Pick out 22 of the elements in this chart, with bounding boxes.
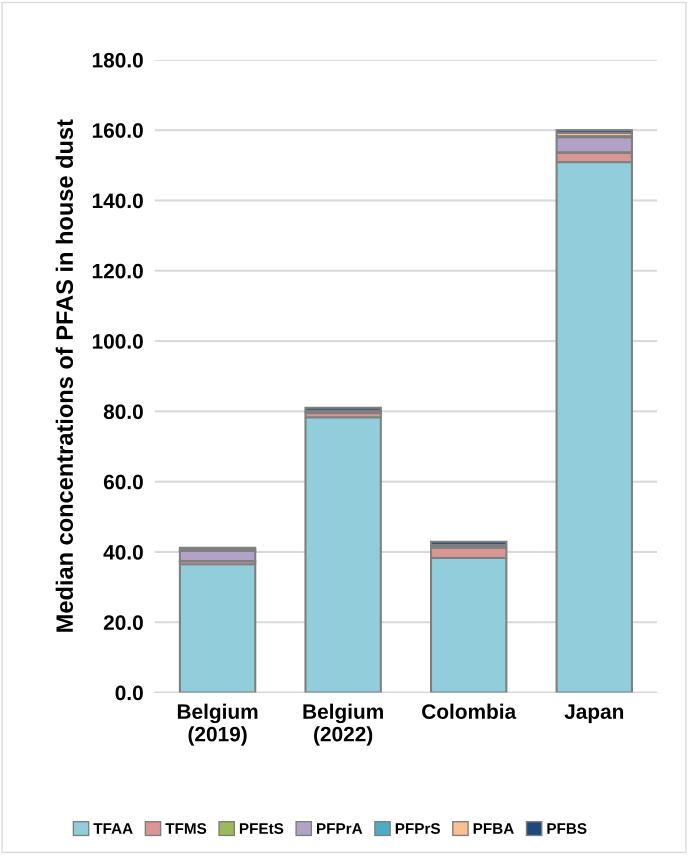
legend-label: PFBS (547, 823, 586, 834)
x-tick-label: Belgium (2019) (178, 704, 258, 746)
legend-label: TFAA (93, 823, 133, 834)
legend-label: PFPrS (396, 823, 440, 834)
legend-label: TFMS (165, 823, 206, 834)
x-tick-label: Colombia (422, 704, 516, 719)
y-tick-label: 20.0 (104, 615, 143, 630)
y-tick-label: 120.0 (92, 264, 143, 279)
y-tick-label: 60.0 (104, 474, 143, 490)
y-tick-label: 40.0 (103, 544, 143, 560)
y-tick-label: 160.0 (92, 123, 143, 138)
y-tick-label: 0.0 (116, 686, 143, 700)
x-tick-label: Belgium (2022) (303, 704, 383, 746)
y-tick-label: 140.0 (92, 193, 143, 208)
legend-label: PFPrA (316, 823, 362, 834)
x-tick-label: Japan (564, 704, 624, 724)
legend-label: PFBA (474, 823, 514, 834)
y-tick-label: 80.0 (104, 404, 143, 420)
y-tick-label: 100.0 (92, 334, 143, 349)
y-axis-title: Median concentrations of PFAS in house dust (56, 119, 74, 632)
legend-label: PFEtS (240, 823, 284, 834)
y-tick-label: 180.0 (92, 52, 143, 68)
